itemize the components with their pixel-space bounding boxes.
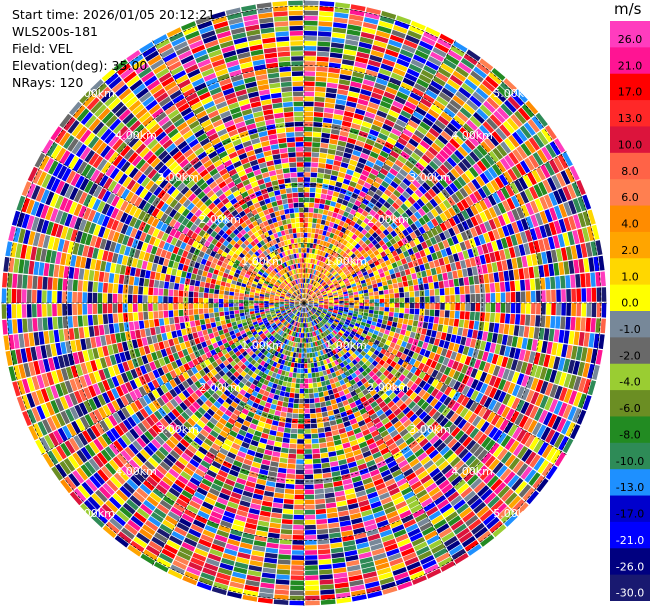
range-ring-label: 2.00km [367, 381, 409, 394]
colorbar-segment [610, 574, 650, 601]
colorbar-unit: m/s [614, 0, 642, 18]
colorbar-tick-label: -2.0 [619, 349, 640, 362]
range-ring-label: 2.00km [367, 213, 409, 226]
colorbar-segment [610, 47, 650, 75]
colorbar-tick-label: -6.0 [619, 402, 640, 415]
colorbar-tick-label: -17.0 [616, 508, 644, 521]
colorbar-tick-label: -21.0 [616, 534, 644, 547]
field-label: Field: VEL [12, 41, 73, 56]
colorbar-segment [610, 337, 650, 365]
colorbar-tick-label: 21.0 [618, 59, 643, 72]
colorbar-segment [610, 126, 650, 154]
range-ring [125, 124, 483, 482]
colorbar-tick-label: 4.0 [621, 218, 639, 231]
start-time-label: Start time: 2026/01/05 20:12:21 [12, 7, 216, 22]
range-ring-label: 3.00km [409, 171, 451, 184]
azimuth-line [303, 151, 567, 304]
range-ring-label: 4.00km [451, 129, 493, 142]
colorbar-segment [610, 179, 650, 207]
colorbar-tick-label: -4.0 [619, 376, 640, 389]
colorbar-tick-label: -10.0 [616, 455, 644, 468]
range-ring [244, 243, 364, 363]
colorbar-segment [610, 495, 650, 523]
colorbar-segment [610, 258, 650, 286]
range-ring-label: 3.00km [157, 423, 199, 436]
scan-info: Start time: 2026/01/05 20:12:21 WLS200s-… [12, 6, 215, 91]
range-ring-label: 1.00km [241, 255, 283, 268]
range-ring-label: 1.00km [325, 339, 367, 352]
ppi-gates [1, 0, 607, 606]
colorbar-tick-label: 6.0 [621, 191, 639, 204]
colorbar-tick-label: 13.0 [618, 112, 643, 125]
colorbar-tick-label: -30.0 [616, 587, 644, 600]
colorbar-tick-label: 26.0 [618, 33, 643, 46]
colorbar-segment [610, 205, 650, 233]
colorbar-tick-label: -13.0 [616, 481, 644, 494]
colorbar-segment [610, 416, 650, 444]
range-ring-label: 4.00km [115, 129, 157, 142]
colorbar-segment [610, 469, 650, 497]
range-ring-label: 5.00km [493, 507, 535, 520]
colorbar-tick-label: -26.0 [616, 560, 644, 573]
colorbar-tick-label: 2.0 [621, 244, 639, 257]
azimuth-line [152, 40, 305, 304]
colorbar-tick-label: 0.0 [621, 297, 639, 310]
colorbar-segment [610, 284, 650, 312]
azimuth-line [41, 302, 305, 455]
colorbar-segment [610, 442, 650, 470]
colorbar-tick-label: 10.0 [618, 138, 643, 151]
colorbar-tick-label: -1.0 [619, 323, 640, 336]
range-ring-label: 3.00km [157, 171, 199, 184]
colorbar: 26.0 21.0 17.0 13.0 10.0 8.0 6.0 4.0 2.0 1.0 0.0 -1… [610, 21, 650, 601]
instrument-label: WLS200s-181 [12, 24, 98, 39]
azimuth-line [303, 40, 456, 304]
azimuth-line [152, 302, 305, 566]
colorbar-segment [610, 548, 650, 576]
range-ring-label: 2.00km [199, 213, 241, 226]
range-ring-label: 1.00km [241, 339, 283, 352]
colorbar-segment [610, 311, 650, 338]
colorbar-segment [610, 73, 650, 101]
range-ring-label: 5.00km [73, 87, 115, 100]
colorbar-segment [610, 231, 650, 259]
colorbar-segment [610, 21, 650, 48]
range-ring-label: 1.00km [325, 255, 367, 268]
azimuth-lines [1, 0, 607, 606]
nrays-label: NRays: 120 [12, 75, 84, 90]
elevation-label: Elevation(deg): 35.00 [12, 58, 148, 73]
range-ring-label: 4.00km [451, 465, 493, 478]
range-ring-label: 4.00km [115, 465, 157, 478]
range-ring [184, 183, 424, 423]
range-ring-label: 5.00km [73, 507, 115, 520]
colorbar-tick-label: 17.0 [618, 86, 643, 99]
colorbar-tick-label: 8.0 [621, 165, 639, 178]
range-ring-label: 5.00km [493, 87, 535, 100]
azimuth-line [41, 151, 305, 304]
range-ring-label: 2.00km [199, 381, 241, 394]
colorbar-segment [610, 521, 650, 549]
azimuth-line [303, 302, 456, 566]
colorbar-tick-label: -8.0 [619, 428, 640, 441]
colorbar-segment [610, 390, 650, 417]
range-ring-label: 3.00km [409, 423, 451, 436]
colorbar-segment [610, 100, 650, 127]
colorbar-segment [610, 152, 650, 180]
colorbar-segment [610, 363, 650, 391]
colorbar-tick-label: 1.0 [621, 270, 639, 283]
azimuth-line [303, 302, 567, 455]
